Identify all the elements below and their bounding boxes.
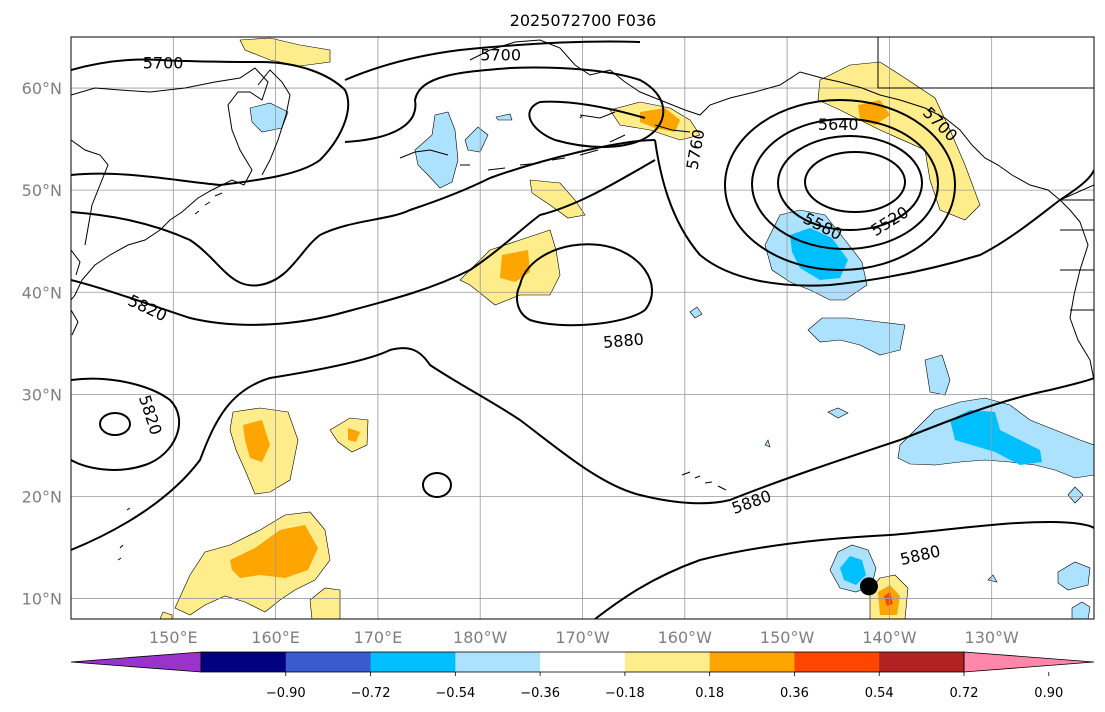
lon-tick-label: 140°W — [862, 628, 917, 647]
lat-tick-label: 30°N — [22, 385, 62, 404]
contour-label: 5700 — [143, 54, 184, 73]
colorbar-swatch — [879, 652, 965, 672]
colorbar-tick-label: 0.90 — [1034, 686, 1063, 701]
lat-tick-label: 10°N — [22, 590, 62, 609]
lon-tick-label: 150°W — [760, 628, 815, 647]
colorbar-tick-labels: −0.90 −0.72 −0.54 −0.36 −0.18 0.18 0.36 0.54 0.7… — [266, 672, 1063, 701]
lat-tick-label: 20°N — [22, 487, 62, 506]
map-frame — [70, 36, 1095, 620]
contour-label: 5700 — [480, 45, 521, 64]
colorbar-tick-label: −0.18 — [605, 686, 645, 701]
coastlines — [71, 37, 1094, 561]
colorbar-swatch — [201, 652, 287, 672]
colorbar-tick-label: 0.72 — [950, 686, 979, 701]
longitude-labels: 150°E 160°E 170°E 180°W 170°W 160°W 150°W 140°W… — [149, 628, 1019, 647]
colorbar-tick-label: 0.18 — [695, 686, 724, 701]
lon-tick-label: 170°W — [555, 628, 610, 647]
colorbar-swatch — [540, 652, 626, 672]
colorbar-tick-label: 0.36 — [780, 686, 809, 701]
colorbar-swatch — [370, 652, 456, 672]
colorbar-tick-label: −0.54 — [435, 686, 475, 701]
negative-anomaly-shading — [249, 102, 1094, 619]
contour-label: 5640 — [818, 115, 859, 134]
lat-tick-label: 60°N — [22, 79, 62, 98]
colorbar-tick-label: −0.72 — [351, 686, 391, 701]
colorbar — [70, 651, 1095, 673]
colorbar-swatch — [455, 652, 541, 672]
contour-label: 5880 — [602, 330, 644, 352]
lon-tick-label: 160°E — [251, 628, 300, 647]
colorbar-swatch — [285, 652, 372, 672]
storm-center-marker — [859, 577, 878, 596]
colorbar-outline — [200, 651, 965, 673]
lon-tick-label: 180°W — [453, 628, 508, 647]
lon-tick-label: 150°E — [149, 628, 198, 647]
lon-tick-label: 160°W — [658, 628, 713, 647]
latitude-labels: 10°N 20°N 30°N 40°N 50°N 60°N — [22, 79, 62, 609]
colorbar-tick-label: −0.36 — [520, 686, 560, 701]
graticule — [71, 37, 1094, 619]
lon-tick-label: 170°E — [354, 628, 403, 647]
height-contours — [71, 40, 1094, 619]
colorbar-swatch — [709, 652, 795, 672]
lat-tick-label: 50°N — [22, 181, 62, 200]
map-title: 2025072700 F036 — [510, 11, 657, 30]
colorbar-extend-low — [70, 651, 202, 673]
colorbar-extend-high — [963, 651, 1095, 673]
colorbar-tick-label: −0.90 — [266, 686, 306, 701]
colorbar-swatch — [624, 652, 711, 672]
colorbar-tick-label: 0.54 — [865, 686, 894, 701]
lon-tick-label: 130°W — [965, 628, 1020, 647]
lat-tick-label: 40°N — [22, 283, 62, 302]
colorbar-swatch — [794, 652, 880, 672]
